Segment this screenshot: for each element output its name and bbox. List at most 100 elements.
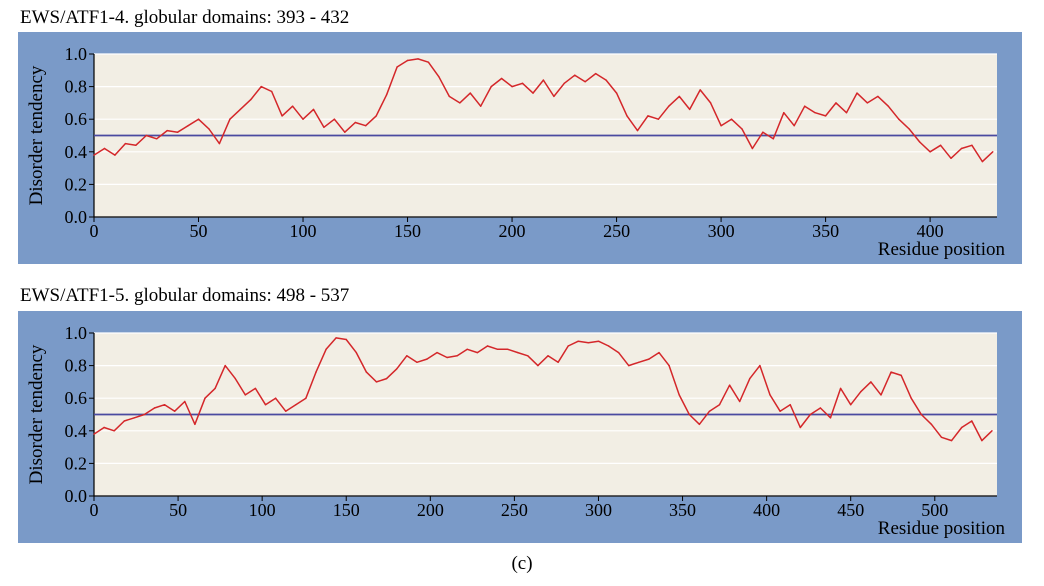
data-point bbox=[920, 413, 922, 416]
data-point bbox=[490, 85, 492, 88]
data-point bbox=[657, 118, 660, 120]
data-point bbox=[93, 433, 95, 435]
data-point bbox=[375, 381, 378, 383]
data-point bbox=[156, 138, 158, 140]
data-point bbox=[961, 426, 963, 429]
data-point bbox=[971, 420, 973, 422]
data-point bbox=[480, 105, 482, 107]
data-point bbox=[845, 112, 848, 114]
y-tick-label: 0.6 bbox=[65, 388, 88, 408]
data-point bbox=[459, 102, 461, 104]
data-point bbox=[615, 92, 618, 94]
data-point bbox=[133, 417, 136, 419]
data-point bbox=[335, 337, 337, 339]
data-point bbox=[103, 147, 106, 150]
data-point bbox=[839, 387, 842, 390]
data-point bbox=[542, 79, 545, 81]
data-point bbox=[302, 118, 304, 120]
data-point bbox=[315, 371, 317, 373]
disorder-series-line bbox=[93, 337, 993, 442]
data-point bbox=[521, 82, 524, 84]
data-point bbox=[417, 58, 419, 60]
data-point bbox=[617, 351, 620, 354]
data-point bbox=[396, 66, 398, 68]
data-point bbox=[333, 118, 336, 120]
x-tick-label: 100 bbox=[290, 221, 317, 241]
data-point bbox=[446, 356, 448, 359]
data-point bbox=[866, 102, 869, 104]
data-point bbox=[877, 95, 879, 98]
x-tick-label: 250 bbox=[501, 500, 528, 520]
data-point bbox=[728, 384, 731, 386]
data-point bbox=[981, 160, 984, 163]
data-point bbox=[229, 118, 231, 120]
data-point bbox=[930, 423, 933, 425]
x-axis-label: Residue position bbox=[878, 239, 1006, 260]
data-point bbox=[908, 128, 910, 130]
data-point bbox=[438, 76, 440, 78]
x-tick-label: 50 bbox=[190, 221, 208, 241]
data-point bbox=[809, 413, 811, 416]
data-point bbox=[887, 105, 889, 107]
data-point bbox=[295, 404, 297, 406]
data-point bbox=[456, 355, 458, 357]
data-point bbox=[939, 144, 942, 146]
data-point bbox=[355, 351, 357, 354]
y-tick-label: 0.0 bbox=[65, 207, 88, 227]
x-tick-label: 400 bbox=[753, 500, 780, 520]
data-point bbox=[416, 361, 418, 363]
data-point bbox=[929, 151, 931, 153]
data-point bbox=[406, 59, 409, 62]
y-axis-label: Disorder tendency bbox=[26, 65, 47, 205]
data-point bbox=[678, 394, 680, 396]
data-point bbox=[113, 430, 115, 432]
data-point bbox=[730, 118, 733, 120]
data-point bbox=[772, 138, 774, 140]
data-point bbox=[898, 118, 900, 120]
data-point bbox=[93, 154, 95, 156]
data-point bbox=[783, 112, 785, 114]
data-point bbox=[194, 423, 196, 425]
data-point bbox=[218, 142, 221, 145]
data-point bbox=[553, 95, 555, 98]
data-point bbox=[312, 108, 315, 111]
data-point bbox=[762, 131, 764, 133]
data-point bbox=[187, 125, 189, 127]
data-point bbox=[527, 355, 529, 357]
data-point bbox=[890, 371, 892, 373]
x-tick-label: 350 bbox=[669, 500, 696, 520]
data-point bbox=[469, 92, 471, 94]
data-point bbox=[103, 426, 105, 429]
data-point bbox=[511, 85, 513, 88]
data-point bbox=[856, 92, 858, 94]
data-point bbox=[532, 92, 534, 94]
y-tick-label: 0.4 bbox=[65, 142, 88, 162]
data-point bbox=[741, 128, 743, 130]
data-point bbox=[557, 361, 559, 363]
data-point bbox=[264, 404, 267, 406]
data-point bbox=[143, 413, 146, 416]
data-point bbox=[260, 85, 262, 88]
data-point bbox=[689, 108, 691, 111]
data-point bbox=[204, 397, 206, 399]
data-point bbox=[500, 77, 503, 80]
data-point bbox=[574, 74, 576, 76]
y-tick-label: 0.6 bbox=[65, 109, 88, 129]
data-point bbox=[323, 126, 325, 128]
x-tick-label: 400 bbox=[917, 221, 944, 241]
data-point bbox=[145, 134, 147, 137]
data-point bbox=[436, 351, 438, 354]
data-point bbox=[699, 89, 701, 91]
data-point bbox=[769, 394, 771, 396]
x-tick-label: 250 bbox=[603, 221, 630, 241]
data-point bbox=[239, 108, 241, 111]
data-point bbox=[720, 125, 722, 127]
y-tick-label: 0.2 bbox=[65, 174, 88, 194]
x-tick-label: 0 bbox=[90, 221, 99, 241]
x-tick-label: 50 bbox=[169, 500, 187, 520]
data-point bbox=[250, 98, 252, 101]
data-point bbox=[992, 151, 994, 153]
data-point bbox=[960, 147, 963, 150]
data-point bbox=[208, 128, 210, 130]
figure-caption: (c) bbox=[511, 553, 533, 574]
